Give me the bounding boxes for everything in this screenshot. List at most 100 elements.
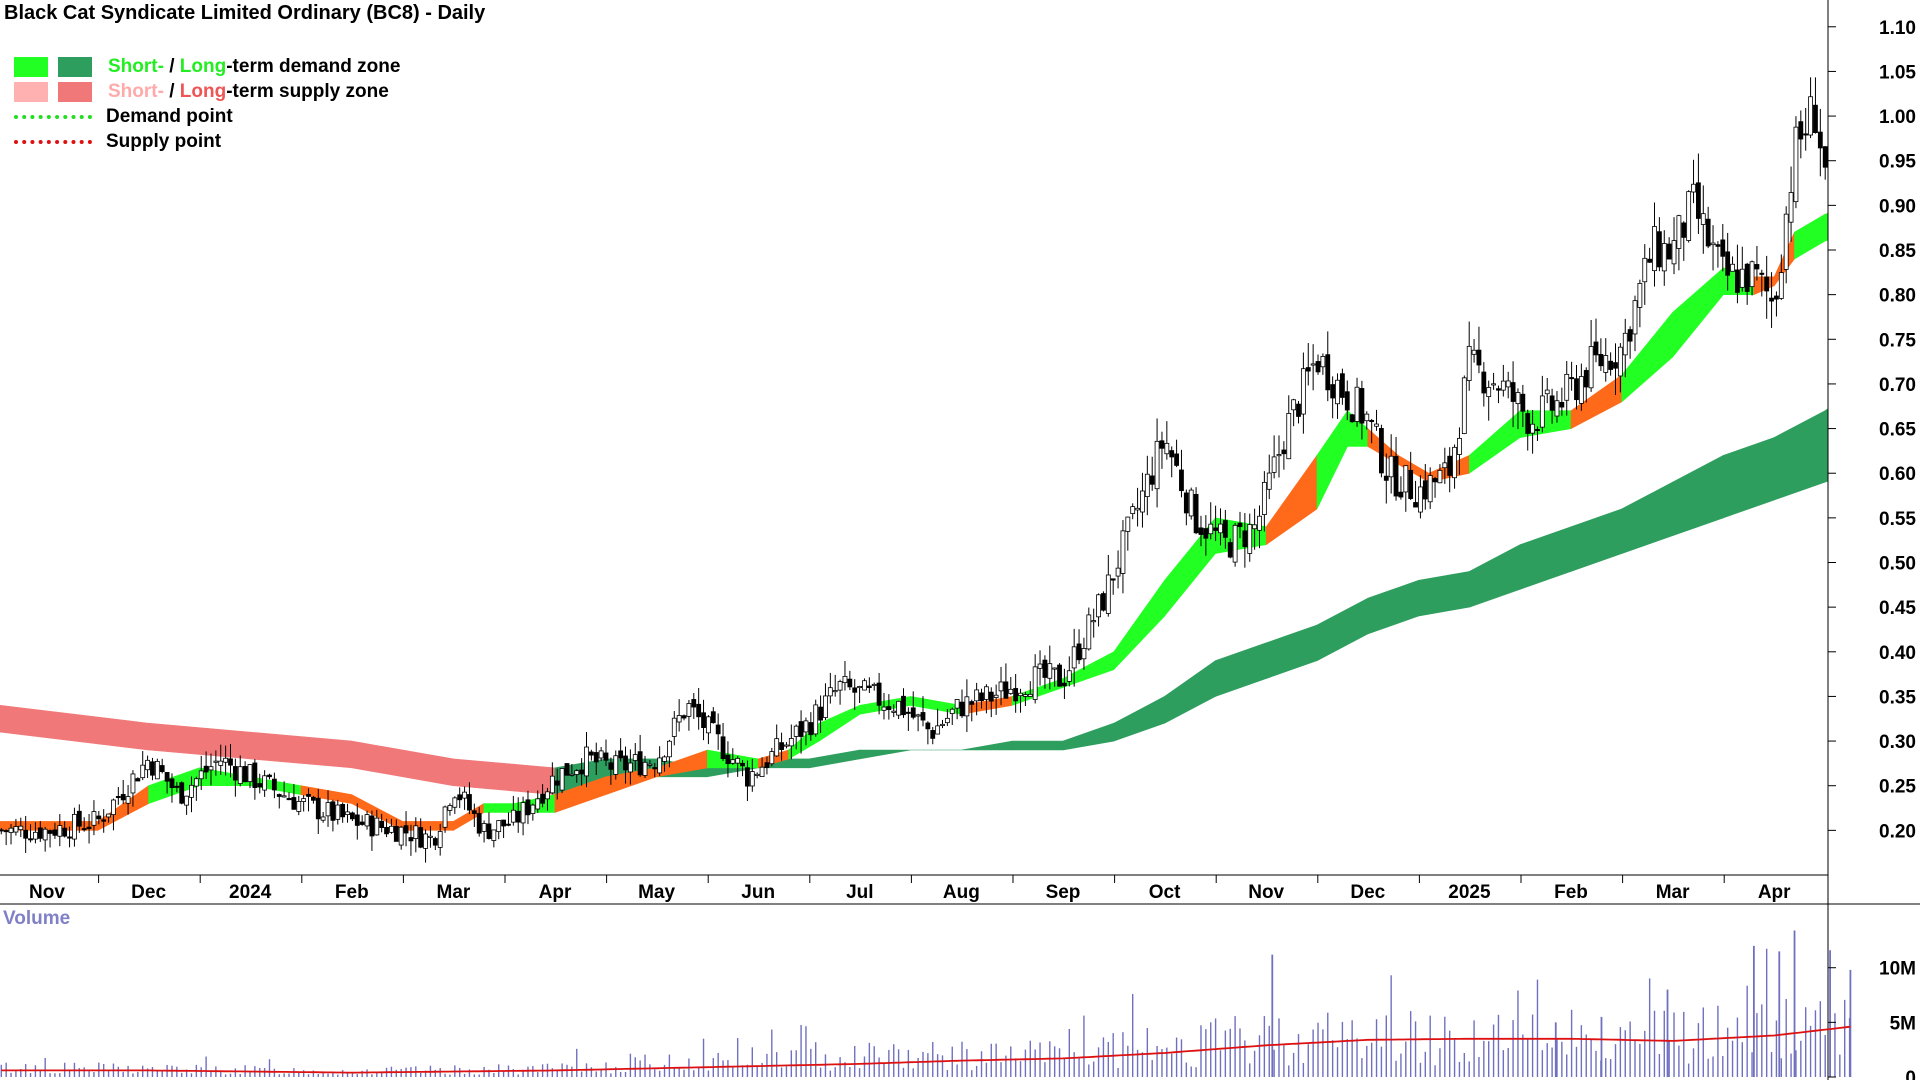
candle-body	[1632, 300, 1638, 335]
candle-body	[618, 750, 624, 759]
candle-body	[1730, 263, 1735, 272]
candle-body	[910, 707, 916, 718]
candle-body	[1130, 506, 1136, 515]
candle-body	[291, 797, 297, 810]
candle-body	[1125, 516, 1131, 532]
candle-body	[769, 751, 775, 765]
price-tick-label: 0.45	[1879, 598, 1916, 619]
zone-segment	[249, 731, 353, 769]
candle-body	[1037, 663, 1043, 669]
candle-body	[569, 773, 575, 776]
candle-body	[1705, 218, 1711, 247]
candle-body	[1027, 693, 1033, 697]
candle-body	[1505, 380, 1511, 388]
zone-segment	[1113, 695, 1165, 742]
legend-demand-short: Short-	[108, 55, 164, 77]
legend-short-demand-swatch	[14, 56, 48, 77]
zone-segment	[1062, 651, 1115, 688]
candle-body	[696, 703, 702, 718]
candle-body	[52, 829, 58, 836]
candle-body	[86, 826, 92, 830]
candle-body	[603, 752, 609, 761]
candle-body	[76, 810, 82, 827]
candle-body	[33, 831, 38, 840]
candle-body	[218, 760, 224, 766]
candle-body	[662, 756, 667, 762]
candle-body	[759, 766, 765, 778]
axis-panel	[1828, 0, 1920, 1080]
candle-body	[257, 783, 263, 788]
supply-point-dots	[14, 139, 92, 144]
candle-body	[1583, 370, 1589, 388]
candle-body	[1320, 356, 1326, 368]
candle-body	[574, 770, 580, 775]
candle-body	[1091, 620, 1097, 623]
candle-body	[330, 801, 336, 821]
candle-body	[979, 692, 984, 702]
candle-body	[467, 794, 472, 811]
volume-label: Volume	[3, 908, 71, 929]
candle-body	[881, 706, 887, 711]
candle-body	[491, 829, 497, 841]
price-tick-label: 0.25	[1879, 777, 1916, 798]
candle-body	[384, 826, 389, 835]
candle-body	[442, 806, 448, 828]
candle-body	[47, 830, 53, 834]
zone-segment	[1113, 579, 1165, 671]
candle-body	[1525, 413, 1531, 434]
candle-body	[1335, 379, 1340, 405]
candle-body	[1023, 694, 1028, 697]
candle-body	[993, 694, 999, 698]
candle-body	[208, 766, 214, 771]
candle-body	[140, 764, 146, 779]
price-candles	[0, 26, 1853, 863]
candle-body	[1252, 524, 1258, 530]
legend-supply-point: Supply point	[14, 129, 400, 154]
candle-body	[91, 811, 97, 826]
candle-body	[584, 746, 589, 777]
candle-body	[930, 730, 936, 739]
candle-body	[1393, 456, 1399, 497]
candle-body	[1759, 272, 1765, 275]
candle-body	[530, 804, 536, 814]
price-tick-label: 0.75	[1879, 330, 1916, 351]
candle-body	[905, 711, 911, 714]
candle-body	[1403, 465, 1409, 493]
candle-body	[632, 754, 638, 761]
candle-body	[81, 828, 87, 831]
candle-body	[1613, 362, 1618, 369]
price-tick-label: 0.60	[1879, 464, 1916, 485]
candle-body	[169, 778, 175, 788]
candle-body	[935, 725, 941, 735]
candle-body	[184, 795, 189, 806]
candle-body	[1457, 437, 1462, 455]
candle-body	[198, 770, 204, 780]
candle-body	[871, 683, 877, 686]
candle-body	[808, 722, 814, 736]
candle-body	[740, 762, 745, 767]
volume-axis-ticks: 10M 5M 0	[1828, 959, 1916, 1080]
time-tick-label: Nov	[1248, 882, 1284, 903]
candle-body	[823, 695, 828, 718]
candle-body	[1296, 403, 1301, 417]
candle-body	[1588, 346, 1594, 389]
candle-body	[954, 699, 960, 709]
candle-body	[891, 710, 897, 713]
candle-body	[67, 836, 72, 839]
zone-segment	[1469, 544, 1521, 608]
time-tick-label: Dec	[1350, 882, 1385, 903]
candle-body	[1188, 489, 1194, 517]
candle-body	[1564, 373, 1570, 401]
price-tick-label: 0.35	[1879, 687, 1916, 708]
candle-body	[3, 830, 9, 833]
candle-body	[164, 772, 170, 782]
zone-segment	[808, 749, 861, 769]
chart-title: Black Cat Syndicate Limited Ordinary (BC…	[4, 2, 486, 24]
candle-body	[13, 826, 19, 833]
candle-body	[1539, 395, 1545, 428]
candle-body	[1140, 490, 1145, 513]
candle-body	[1276, 454, 1282, 457]
candle-body	[774, 738, 780, 757]
candle-body	[1101, 593, 1106, 611]
candle-body	[1574, 378, 1579, 401]
